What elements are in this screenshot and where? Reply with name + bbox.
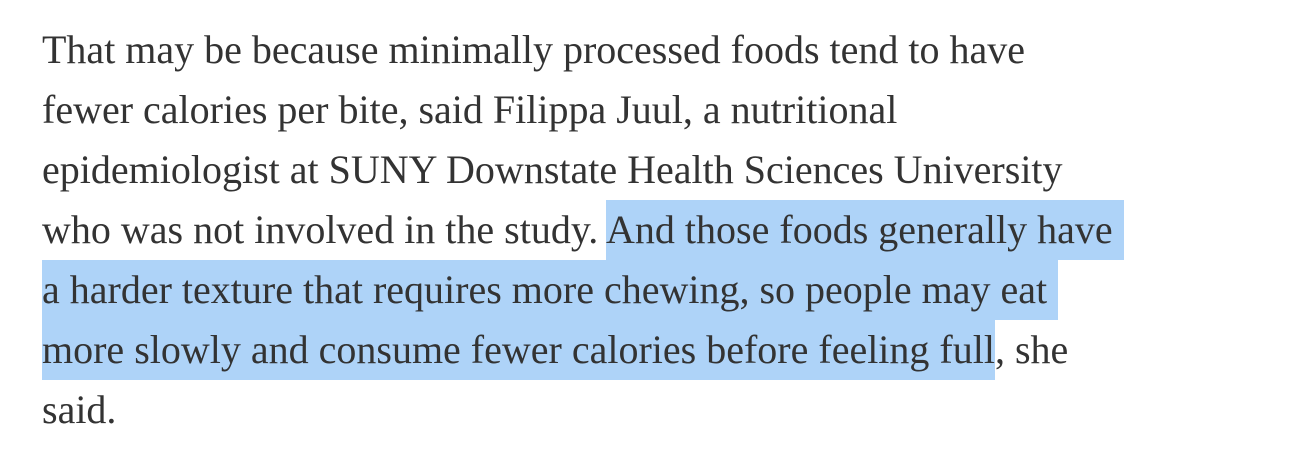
text-line: fewer calories per bite, said Filippa Ju… bbox=[42, 80, 1282, 140]
text-segment: epidemiologist at SUNY Downstate Health … bbox=[42, 147, 1063, 192]
text-line: epidemiologist at SUNY Downstate Health … bbox=[42, 140, 1282, 200]
text-line: more slowly and consume fewer calories b… bbox=[42, 320, 1282, 380]
selected-text-segment: more slowly and consume fewer calories b… bbox=[42, 320, 995, 380]
article-paragraph: That may be because minimally processed … bbox=[42, 20, 1282, 440]
text-segment: , she bbox=[994, 327, 1069, 372]
selected-text-segment: a harder texture that requires more chew… bbox=[42, 260, 1059, 320]
selected-text-segment: And those foods generally have bbox=[606, 200, 1124, 260]
text-segment: who was not involved in the study. bbox=[42, 207, 607, 252]
text-line: said. bbox=[42, 380, 1282, 440]
text-segment: That may be because minimally processed … bbox=[42, 27, 1026, 72]
text-segment: fewer calories per bite, said Filippa Ju… bbox=[42, 87, 898, 132]
text-line: That may be because minimally processed … bbox=[42, 20, 1282, 80]
text-line: who was not involved in the study. And t… bbox=[42, 200, 1282, 260]
text-line: a harder texture that requires more chew… bbox=[42, 260, 1282, 320]
text-segment: said. bbox=[42, 387, 117, 432]
